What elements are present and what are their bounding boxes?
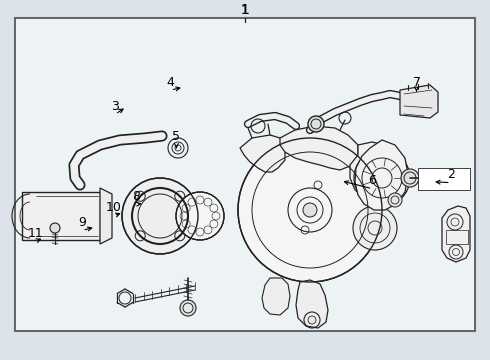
Polygon shape: [355, 140, 408, 210]
Bar: [16, 19, 474, 330]
Polygon shape: [400, 85, 438, 118]
Text: 5: 5: [172, 130, 180, 143]
Polygon shape: [280, 126, 358, 170]
Bar: [15, 18, 475, 331]
Circle shape: [354, 150, 410, 206]
Circle shape: [238, 138, 382, 282]
Circle shape: [303, 203, 317, 217]
Polygon shape: [350, 142, 400, 198]
Text: 2: 2: [447, 168, 455, 181]
Bar: [418, 168, 470, 190]
Text: 4: 4: [167, 76, 174, 89]
Circle shape: [401, 169, 419, 187]
Text: 11: 11: [27, 227, 43, 240]
Text: 9: 9: [78, 216, 86, 229]
Circle shape: [388, 193, 402, 207]
Circle shape: [50, 223, 60, 233]
Polygon shape: [100, 188, 112, 244]
Text: 1: 1: [241, 3, 249, 17]
Text: 6: 6: [368, 174, 376, 187]
Polygon shape: [262, 278, 290, 315]
Text: 10: 10: [106, 201, 122, 214]
Circle shape: [180, 300, 196, 316]
Circle shape: [122, 178, 198, 254]
Text: 8: 8: [132, 190, 140, 203]
Polygon shape: [240, 135, 285, 172]
Text: 3: 3: [111, 100, 119, 113]
Circle shape: [353, 206, 397, 250]
Polygon shape: [296, 280, 328, 328]
Text: 1: 1: [241, 4, 249, 17]
Circle shape: [308, 116, 324, 132]
Text: 7: 7: [413, 76, 420, 89]
Circle shape: [176, 192, 224, 240]
Polygon shape: [22, 192, 100, 240]
Polygon shape: [442, 206, 470, 262]
